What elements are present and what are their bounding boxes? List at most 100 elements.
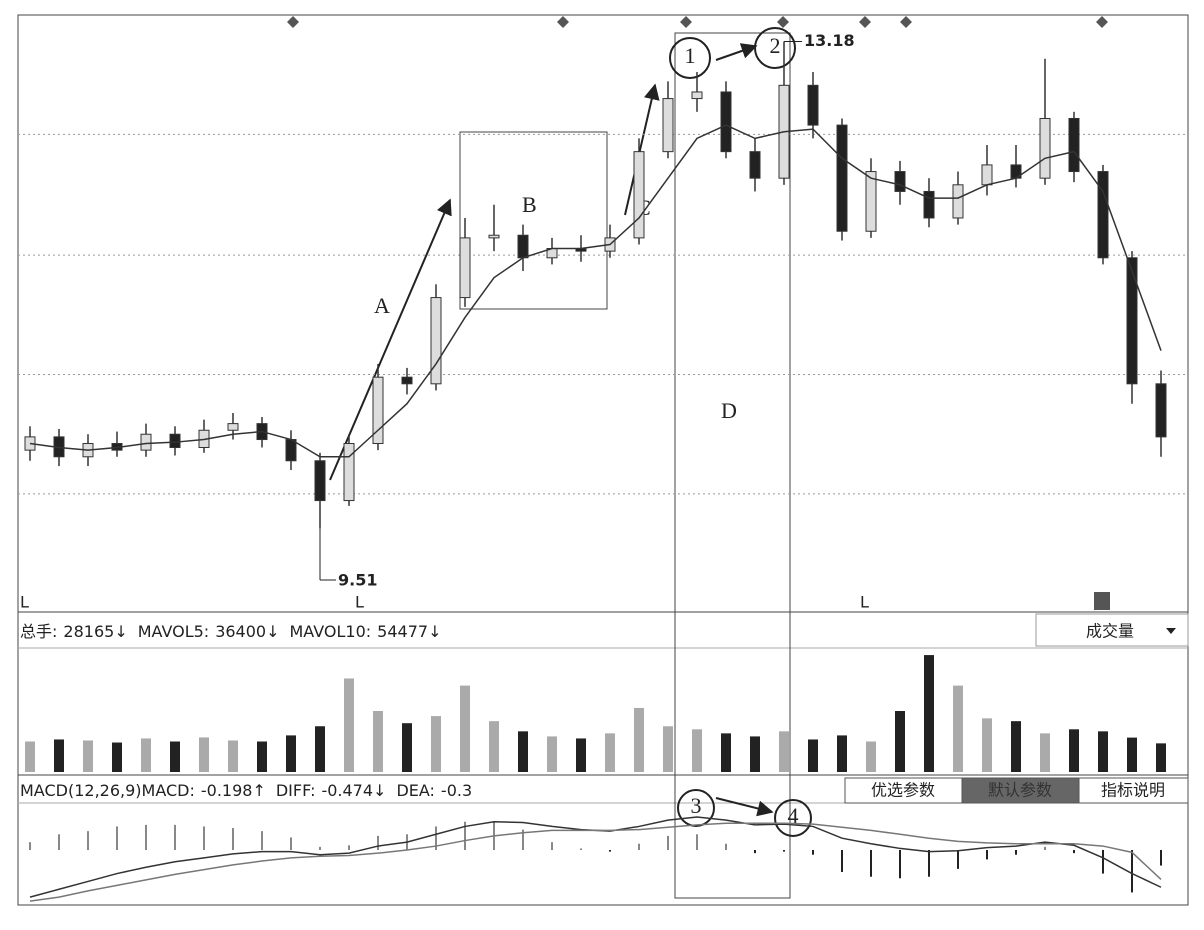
dropdown-caret bbox=[1166, 628, 1176, 634]
macd-header: MACD(12,26,9)MACD: -0.198↑ DIFF: -0.474↓ DEA… bbox=[20, 781, 472, 800]
header-value: 28165 bbox=[63, 622, 114, 641]
box-d bbox=[674, 32, 791, 899]
ma-line bbox=[29, 124, 1162, 458]
annotation: B bbox=[522, 192, 537, 217]
candle-body bbox=[691, 91, 703, 100]
button[interactable] bbox=[1078, 777, 1189, 804]
volume-bar bbox=[431, 716, 441, 772]
volume-bar bbox=[228, 740, 238, 772]
arrow bbox=[624, 83, 660, 216]
volume-bar bbox=[489, 721, 499, 772]
volume-bar bbox=[199, 737, 209, 772]
button-label[interactable]: 默认参数 bbox=[988, 781, 1052, 800]
header-items: MACD: -0.198↑ DIFF: -0.474↓ DEA: -0.3 bbox=[142, 781, 473, 800]
volume-bar bbox=[1069, 729, 1079, 772]
volume-bar bbox=[1098, 731, 1108, 772]
arrow bbox=[715, 797, 774, 817]
candle-body bbox=[662, 98, 674, 153]
marker: L bbox=[355, 593, 364, 612]
volume-bar bbox=[518, 731, 528, 772]
candle-body bbox=[836, 124, 848, 232]
header-value: 36400 bbox=[215, 622, 266, 641]
candle-body bbox=[517, 234, 529, 259]
header-trend: ↓ bbox=[428, 622, 441, 641]
volume-bar bbox=[692, 729, 702, 772]
volume-bar bbox=[315, 726, 325, 772]
candle-body bbox=[952, 184, 964, 219]
marker: L bbox=[860, 593, 869, 612]
volume-bar bbox=[1040, 733, 1050, 772]
candle-body bbox=[1155, 383, 1167, 438]
volume-bar bbox=[866, 741, 876, 772]
header-label: MAVOL5: bbox=[138, 622, 209, 641]
button-label[interactable]: 优选参数 bbox=[871, 781, 935, 800]
volume-bar bbox=[808, 739, 818, 772]
volume-bar bbox=[402, 723, 412, 772]
volume-bar bbox=[953, 685, 963, 772]
header-label: MAVOL10: bbox=[290, 622, 372, 641]
volume-bar bbox=[721, 733, 731, 772]
header-value: -0.3 bbox=[441, 781, 472, 800]
volume-bar bbox=[460, 685, 470, 772]
header-label: MACD: bbox=[142, 781, 195, 800]
box-b bbox=[459, 131, 608, 310]
header-title: MACD(12,26,9) bbox=[20, 781, 142, 800]
dea-line bbox=[29, 822, 1162, 902]
button[interactable] bbox=[961, 777, 1080, 804]
candle-body bbox=[314, 460, 326, 502]
volume-bar bbox=[112, 742, 122, 772]
candle-body bbox=[169, 433, 181, 448]
candle-body bbox=[1097, 171, 1109, 259]
volume-bar bbox=[286, 735, 296, 772]
header-trend: ↑ bbox=[252, 781, 265, 800]
volume-header: 总手: 28165↓ MAVOL5: 36400↓ MAVOL10: 54477↓ bbox=[20, 622, 441, 641]
candle-body bbox=[488, 234, 500, 239]
button-label[interactable]: 指标说明 bbox=[1101, 781, 1165, 800]
volume-bar bbox=[750, 736, 760, 772]
volume-bar bbox=[547, 736, 557, 772]
annotation: D bbox=[721, 398, 737, 423]
volume-bar bbox=[605, 733, 615, 772]
volume-bar bbox=[257, 741, 267, 772]
volume-bar bbox=[924, 655, 934, 772]
circle-label: 2 bbox=[770, 33, 781, 58]
volume-bar bbox=[1011, 721, 1021, 772]
volume-bar bbox=[1127, 737, 1137, 772]
candle-body bbox=[140, 433, 152, 451]
low-label: 9.51 bbox=[338, 571, 377, 590]
candle-body bbox=[807, 84, 819, 126]
volume-bar bbox=[663, 726, 673, 772]
candle-body bbox=[372, 376, 384, 445]
header-value: -0.198 bbox=[201, 781, 253, 800]
candle-body bbox=[227, 423, 239, 431]
volume-bar bbox=[576, 738, 586, 772]
candle-body bbox=[749, 151, 761, 179]
dropdown-label[interactable]: 成交量 bbox=[1086, 622, 1134, 641]
volume-bar bbox=[25, 741, 35, 772]
dropdown[interactable] bbox=[1035, 613, 1189, 647]
candle-body bbox=[981, 164, 993, 186]
volume-bar bbox=[141, 738, 151, 772]
volume-bar bbox=[1156, 743, 1166, 772]
candle-body bbox=[430, 297, 442, 385]
volume-bar bbox=[634, 707, 644, 772]
volume-bar bbox=[982, 718, 992, 772]
circle-label: 4 bbox=[788, 803, 799, 828]
header-value: -0.474 bbox=[321, 781, 373, 800]
circles bbox=[669, 27, 812, 837]
volume-bar bbox=[837, 735, 847, 772]
candle-body bbox=[720, 91, 732, 153]
candle-body bbox=[1039, 117, 1051, 179]
candle-body bbox=[633, 151, 645, 239]
header-label: 总手: bbox=[20, 622, 57, 641]
header-value: 54477 bbox=[377, 622, 428, 641]
header-trend: ↓ bbox=[114, 622, 127, 641]
header-label: DEA: bbox=[396, 781, 434, 800]
top-diamonds bbox=[287, 16, 1108, 28]
candle-body bbox=[401, 376, 413, 385]
marker: L bbox=[20, 593, 29, 612]
icon bbox=[1094, 592, 1110, 610]
volume-bar bbox=[54, 739, 64, 772]
volume-bar bbox=[373, 711, 383, 772]
